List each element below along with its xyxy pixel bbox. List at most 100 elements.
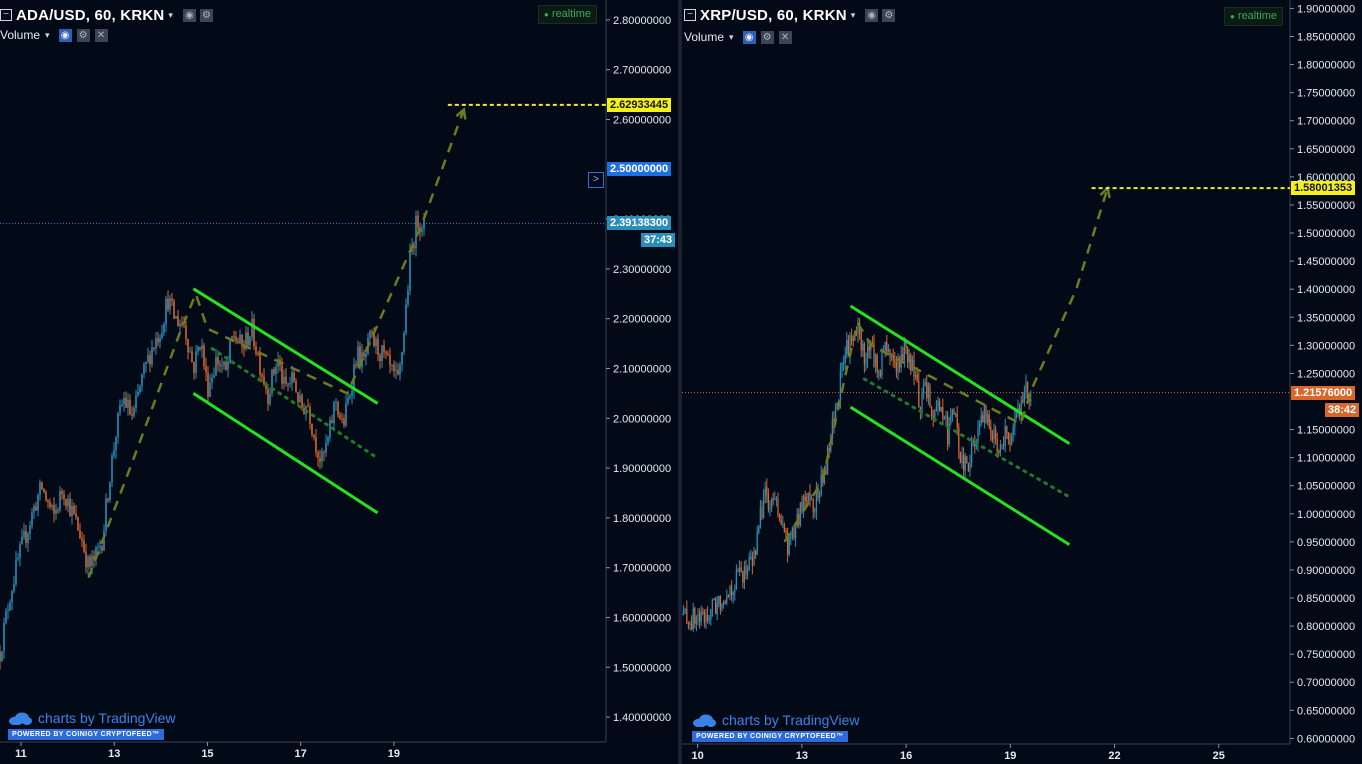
price-tick-label: 1.45000000 xyxy=(1297,256,1355,268)
eye-icon[interactable]: ◉ xyxy=(865,8,879,22)
candle-body xyxy=(886,341,888,352)
powered-by-badge[interactable]: POWERED BY COINIGY CRYPTOFEED™ xyxy=(692,731,848,742)
gear-icon[interactable]: ⚙ xyxy=(760,30,774,44)
candle-body xyxy=(1006,425,1008,434)
xrp-chart-canvas[interactable]: 1.90000000 1.85000000 1.80000000 1.75000000… xyxy=(682,0,1362,764)
volume-label[interactable]: Volume xyxy=(0,28,41,42)
candle-body xyxy=(285,376,287,384)
candle-body xyxy=(852,340,854,342)
chevron-right-icon[interactable]: > xyxy=(588,172,604,188)
candle-body xyxy=(922,384,925,393)
last-price-label: 2.39138300 xyxy=(607,216,672,231)
candle-body xyxy=(191,351,193,363)
candle-body xyxy=(684,608,686,611)
channel-upper-line[interactable] xyxy=(849,304,1071,445)
collapse-icon[interactable]: − xyxy=(0,9,12,21)
candle-body xyxy=(251,318,253,337)
candle-body xyxy=(839,370,842,401)
price-tick-label: 1.60000000 xyxy=(613,613,671,625)
ada-chart-canvas[interactable]: 2.800000002.700000002.600000002.40000000… xyxy=(0,0,678,764)
channel-lower-line[interactable] xyxy=(849,405,1071,546)
candle-body xyxy=(331,420,333,424)
candle-body xyxy=(237,341,239,344)
gear-icon[interactable]: ⚙ xyxy=(882,8,896,22)
candle-body xyxy=(892,354,894,360)
candle-body xyxy=(801,502,803,512)
price-tick-label: 2.10000000 xyxy=(613,364,671,376)
candle-body xyxy=(239,334,241,344)
candle-body xyxy=(129,399,131,415)
candle-body xyxy=(842,362,845,364)
candle-body xyxy=(898,358,901,368)
candle-body xyxy=(695,616,698,624)
candle-body xyxy=(223,361,225,366)
candle-body xyxy=(171,298,173,301)
candle-body xyxy=(993,429,995,440)
channel-lower-line[interactable] xyxy=(192,392,379,515)
candle-body xyxy=(77,517,79,531)
candle-body xyxy=(231,336,233,341)
candle-body xyxy=(988,414,990,427)
eye-icon[interactable]: ◉ xyxy=(742,30,756,44)
price-tick-label: 1.80000000 xyxy=(1297,60,1355,72)
forecast-path[interactable] xyxy=(783,187,1109,543)
candle-body xyxy=(409,251,411,291)
candle-body xyxy=(908,355,910,363)
candle-body xyxy=(794,526,797,539)
brand-text[interactable]: charts by TradingView xyxy=(722,712,860,728)
eye-icon[interactable]: ◉ xyxy=(58,28,72,42)
candle-body xyxy=(687,622,690,625)
candle-body xyxy=(810,499,813,501)
candle-body xyxy=(772,498,774,500)
price-tick-label: 1.55000000 xyxy=(1297,200,1355,212)
eye-icon[interactable]: ◉ xyxy=(182,8,196,22)
candle-body xyxy=(37,494,39,511)
volume-label[interactable]: Volume xyxy=(684,30,725,44)
candle-body xyxy=(818,495,821,499)
panel-divider[interactable] xyxy=(678,0,682,764)
forecast-path[interactable] xyxy=(87,109,465,579)
chevron-down-icon[interactable]: ▾ xyxy=(168,9,173,20)
candle-body xyxy=(199,347,201,350)
candle-body xyxy=(387,353,389,356)
tradingview-brand[interactable]: charts by TradingView xyxy=(692,712,859,728)
chevron-down-icon[interactable]: ▾ xyxy=(729,31,734,42)
chevron-down-icon[interactable]: ▾ xyxy=(45,29,50,40)
alert-price-label[interactable]: 2.50000000 xyxy=(607,162,672,177)
brand-text[interactable]: charts by TradingView xyxy=(38,710,176,726)
chevron-down-icon[interactable]: ▾ xyxy=(850,9,856,20)
powered-by-badge[interactable]: POWERED BY COINIGY CRYPTOFEED™ xyxy=(8,729,164,740)
xrp-chart-panel[interactable]: 1.90000000 1.85000000 1.80000000 1.75000000… xyxy=(682,0,1362,764)
gear-icon[interactable]: ⚙ xyxy=(199,8,213,22)
candle-body xyxy=(906,347,909,363)
realtime-label: realtime xyxy=(551,8,592,20)
close-icon[interactable]: ✕ xyxy=(778,30,792,44)
candle-body xyxy=(929,384,931,408)
candle-body xyxy=(903,339,906,361)
candle-body xyxy=(866,346,869,360)
candle-body xyxy=(802,496,805,512)
candle-body xyxy=(994,429,997,439)
ada-symbol-title[interactable]: ADA/USD, 60, KRKN xyxy=(16,6,165,24)
gear-icon[interactable]: ⚙ xyxy=(76,28,90,42)
candle-body xyxy=(788,537,790,555)
candle-body xyxy=(65,498,67,507)
tradingview-brand[interactable]: charts by TradingView xyxy=(8,710,175,726)
candle-body xyxy=(964,456,966,471)
xrp-symbol-title[interactable]: XRP/USD, 60, KRKN xyxy=(700,6,847,24)
candle-body xyxy=(831,419,834,438)
candle-body xyxy=(930,407,933,417)
candle-body xyxy=(293,372,295,382)
close-icon[interactable]: ✕ xyxy=(94,28,108,42)
price-tick-label: 1.80000000 xyxy=(613,513,671,525)
collapse-icon[interactable]: − xyxy=(684,9,696,21)
candle-body xyxy=(1,650,3,662)
candle-body xyxy=(738,567,741,573)
ada-chart-panel[interactable]: 2.800000002.700000002.600000002.40000000… xyxy=(0,0,678,764)
candle-body xyxy=(75,513,77,518)
price-tick-label: 1.85000000 xyxy=(1297,31,1355,43)
candle-body xyxy=(415,215,417,249)
candle-body xyxy=(209,382,211,397)
channel-upper-line[interactable] xyxy=(192,287,379,405)
candle-body xyxy=(369,331,371,338)
